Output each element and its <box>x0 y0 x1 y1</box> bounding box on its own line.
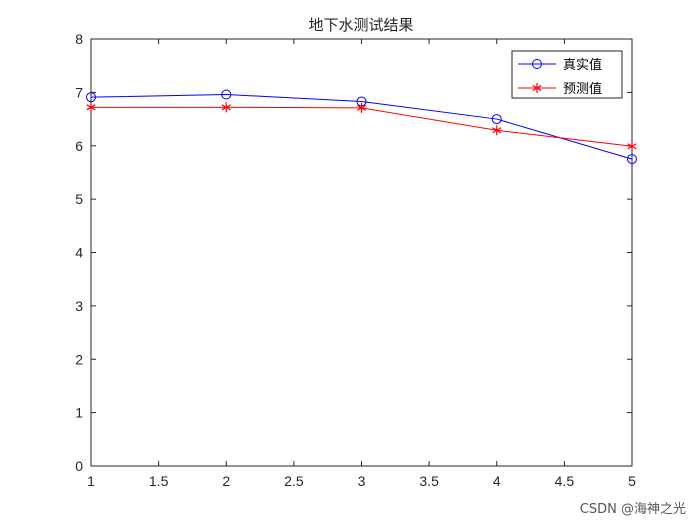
y-tick-label: 4 <box>75 245 83 261</box>
x-tick-label: 2.5 <box>284 473 304 489</box>
y-tick-label: 6 <box>75 138 83 154</box>
y-tick-label: 2 <box>75 351 83 367</box>
data-point-2-4 <box>492 125 502 136</box>
y-tick-label: 3 <box>75 298 83 314</box>
legend-marker <box>532 59 542 69</box>
x-tick-label: 4 <box>493 473 501 489</box>
x-tick-label: 2 <box>222 473 230 489</box>
y-tick-label: 8 <box>75 31 83 47</box>
legend-box <box>511 50 623 99</box>
chart-title: 地下水测试结果 <box>308 16 413 34</box>
data-point-2-1 <box>86 102 96 113</box>
data-point-2-5 <box>627 141 637 152</box>
x-tick-label: 1 <box>87 473 95 489</box>
data-point-2-3 <box>356 102 367 113</box>
x-tick-label: 3 <box>358 473 366 489</box>
y-tick-label: 0 <box>75 458 83 474</box>
y-tick-label: 1 <box>75 405 83 421</box>
watermark: CSDN @海神之光 <box>579 502 686 517</box>
data-point-1-5 <box>627 154 637 165</box>
legend-marker <box>532 83 542 93</box>
data-point-1-1 <box>86 92 96 103</box>
series-line-2 <box>91 106 633 147</box>
data-point-1-2 <box>221 89 232 100</box>
legend-label: 真实值 <box>563 57 602 73</box>
y-tick-label: 7 <box>75 84 83 100</box>
x-tick-label: 5 <box>628 473 636 489</box>
x-tick-label: 3.5 <box>419 473 439 489</box>
series-line-1 <box>90 94 633 160</box>
data-point-2-2 <box>221 102 231 113</box>
x-tick-label: 4.5 <box>555 473 575 489</box>
legend-label: 预测值 <box>563 81 602 97</box>
x-tick-label: 1.5 <box>149 473 169 489</box>
y-tick-label: 5 <box>75 191 83 207</box>
data-point-1-4 <box>491 114 502 125</box>
